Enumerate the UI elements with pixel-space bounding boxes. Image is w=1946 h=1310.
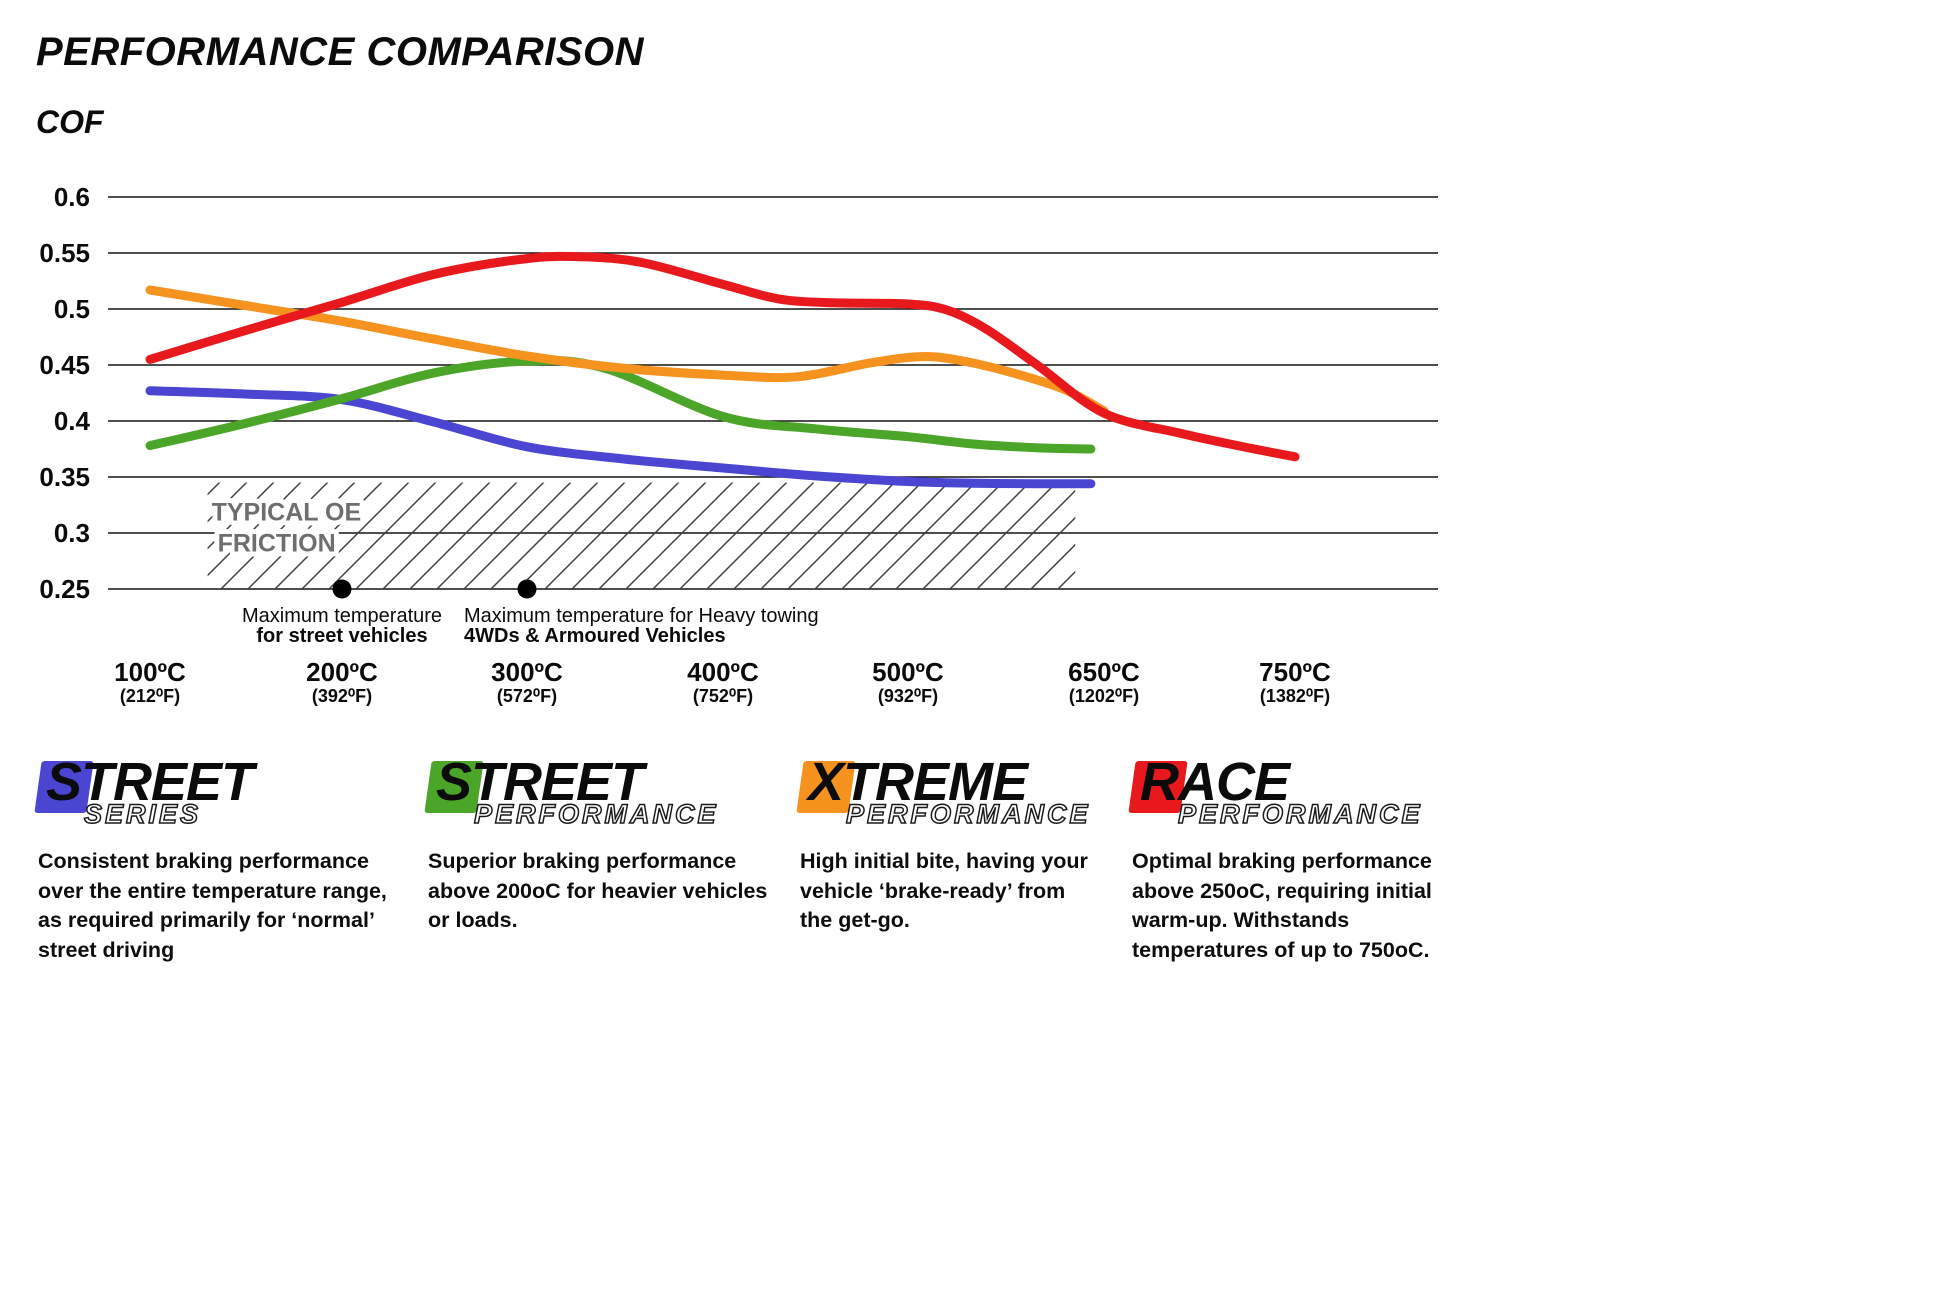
annotation-dot — [517, 579, 537, 599]
logo-word: XTREME — [808, 752, 1028, 812]
y-axis-title: COF — [36, 104, 104, 140]
product-legend: STREET SERIES Consistent braking perform… — [0, 752, 1946, 1295]
y-axis-tick-label: 0.4 — [54, 406, 91, 436]
logo-word: RACE — [1140, 752, 1290, 812]
product-card-xtreme-performance: XTREME PERFORMANCE High initial bite, ha… — [796, 752, 1100, 936]
product-description: High initial bite, having your vehicle ‘… — [800, 849, 1088, 933]
x-axis-tick-sublabel: (1382⁰F) — [1260, 686, 1330, 706]
x-axis-tick-sublabel: (212⁰F) — [120, 686, 180, 706]
x-axis-tick-label: 650ºC — [1068, 657, 1140, 687]
logo-word: STREET — [46, 752, 254, 812]
x-axis-tick-sublabel: (1202⁰F) — [1069, 686, 1139, 706]
x-axis-tick-sublabel: (572⁰F) — [497, 686, 557, 706]
logo-subword: SERIES — [83, 798, 202, 830]
x-axis-tick-sublabel: (932⁰F) — [878, 686, 938, 706]
x-axis-tick-label: 500ºC — [872, 657, 944, 687]
oe-friction-label: FRICTION — [218, 530, 336, 558]
performance-comparison-chart: 0.6 0.55 0.5 0.45 0.4 0.35 0.3 0.25 TYPICAL OE FR… — [39, 182, 1438, 706]
product-card-street-performance: STREET PERFORMANCE Superior braking perf… — [424, 752, 788, 936]
logo-subword: PERFORMANCE — [845, 798, 1091, 830]
y-axis-tick-label: 0.5 — [54, 294, 90, 324]
product-description: Consistent braking performance over the … — [38, 849, 387, 962]
x-axis-tick-label: 300ºC — [491, 657, 563, 687]
oe-friction-band — [207, 482, 1076, 589]
annotation-dot — [332, 579, 352, 599]
product-description: Optimal braking performance above 250oC,… — [1132, 849, 1432, 962]
y-axis-tick-label: 0.25 — [39, 574, 90, 604]
logo-word: STREET — [436, 752, 644, 812]
x-axis-tick-sublabel: (392⁰F) — [312, 686, 372, 706]
annotation-text: Maximum temperature — [242, 605, 442, 627]
product-card-race-performance: RACE PERFORMANCE Optimal braking perform… — [1128, 752, 1484, 966]
x-axis-tick-label: 750ºC — [1259, 657, 1331, 687]
y-axis-tick-label: 0.45 — [39, 350, 90, 380]
y-axis-tick-label: 0.6 — [54, 182, 90, 212]
series-line-race-performance — [145, 251, 1300, 462]
series-line-street-performance — [145, 356, 1096, 454]
annotation-text: Maximum temperature for Heavy towing — [464, 605, 819, 627]
xtreme-performance-logo: XTREME PERFORMANCE — [796, 752, 1100, 831]
page-title: PERFORMANCE COMPARISON — [36, 30, 645, 74]
x-axis-tick-label: 400ºC — [687, 657, 759, 687]
annotation-text: for street vehicles — [256, 625, 427, 647]
annotation-text: 4WDs & Armoured Vehicles — [464, 625, 726, 647]
y-axis-tick-label: 0.3 — [54, 518, 90, 548]
x-axis-tick-sublabel: (752⁰F) — [693, 686, 753, 706]
street-performance-logo: STREET PERFORMANCE — [424, 752, 788, 831]
x-axis-tick-label: 200ºC — [306, 657, 378, 687]
x-axis-tick-label: 100ºC — [114, 657, 186, 687]
oe-friction-label: TYPICAL OE — [212, 499, 362, 527]
y-axis-tick-label: 0.55 — [39, 238, 90, 268]
y-axis-tick-label: 0.35 — [39, 462, 90, 492]
product-card-street-series: STREET SERIES Consistent braking perform… — [34, 752, 406, 966]
product-description: Superior braking performance above 200oC… — [428, 849, 768, 933]
logo-subword: PERFORMANCE — [473, 798, 719, 830]
street-series-logo: STREET SERIES — [34, 752, 406, 831]
series-line-street-series — [145, 386, 1096, 489]
logo-subword: PERFORMANCE — [1177, 798, 1423, 830]
race-performance-logo: RACE PERFORMANCE — [1128, 752, 1484, 831]
series-line-xtreme-performance — [145, 285, 1109, 416]
